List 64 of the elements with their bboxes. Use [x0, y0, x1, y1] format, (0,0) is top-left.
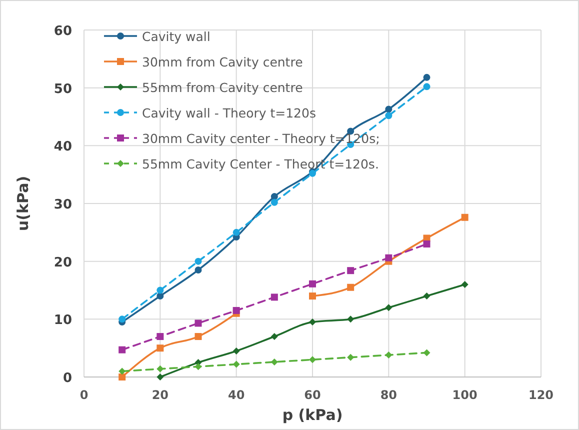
point	[309, 356, 316, 364]
point	[194, 266, 202, 274]
point	[385, 112, 392, 120]
point	[347, 316, 354, 323]
point	[156, 365, 164, 372]
point	[461, 214, 468, 221]
point	[385, 106, 392, 113]
point	[232, 306, 240, 314]
point	[270, 294, 278, 301]
point	[156, 344, 164, 352]
point	[118, 368, 126, 375]
point	[194, 363, 202, 370]
point	[156, 286, 164, 294]
y-tick-label: 20	[54, 255, 72, 270]
point	[423, 83, 430, 90]
point	[423, 240, 430, 248]
y-tick-label: 60	[54, 24, 72, 39]
point	[270, 358, 278, 366]
point	[309, 292, 316, 300]
x-tick-label: 20	[152, 388, 169, 402]
point	[423, 74, 430, 81]
point	[423, 349, 430, 356]
point	[194, 320, 202, 327]
point	[385, 352, 392, 359]
point	[270, 198, 278, 206]
point	[385, 304, 392, 312]
x-tick-label: 60	[304, 388, 321, 402]
x-axis-title: p (kPa)	[282, 406, 343, 424]
point	[423, 292, 430, 300]
point	[156, 374, 164, 380]
point	[118, 346, 126, 354]
point	[309, 280, 316, 288]
point	[347, 267, 354, 274]
y-axis-title: u(kPa)	[14, 176, 32, 232]
point	[270, 333, 278, 340]
point	[194, 258, 202, 265]
legend-label: 55mm from Cavity centre	[142, 80, 304, 95]
y-tick-label: 50	[54, 82, 72, 97]
point	[232, 228, 240, 236]
x-tick-label: 40	[228, 388, 245, 402]
point	[118, 374, 126, 380]
point	[309, 318, 316, 326]
point	[461, 280, 468, 288]
point	[347, 354, 354, 361]
y-tick-label: 40	[54, 140, 72, 155]
legend-label: Cavity wall	[142, 29, 210, 44]
point	[347, 284, 354, 291]
point	[232, 360, 240, 368]
x-tick-label: 120	[528, 388, 554, 402]
x-tick-label: 80	[380, 388, 398, 402]
point	[118, 316, 126, 323]
legend-label: Cavity wall - Theory t=120s	[142, 106, 316, 120]
y-tick-label: 0	[62, 371, 72, 386]
point	[194, 333, 202, 340]
point	[156, 333, 164, 340]
x-tick-label: 100	[452, 388, 478, 402]
point	[156, 292, 164, 300]
legend-label: 30mm from Cavity centre	[142, 54, 304, 70]
x-tick-label: 0	[80, 388, 88, 402]
y-tick-label: 10	[54, 313, 72, 328]
point	[232, 347, 240, 354]
point	[270, 193, 278, 200]
point	[385, 254, 392, 262]
y-tick-label: 30	[54, 198, 72, 212]
